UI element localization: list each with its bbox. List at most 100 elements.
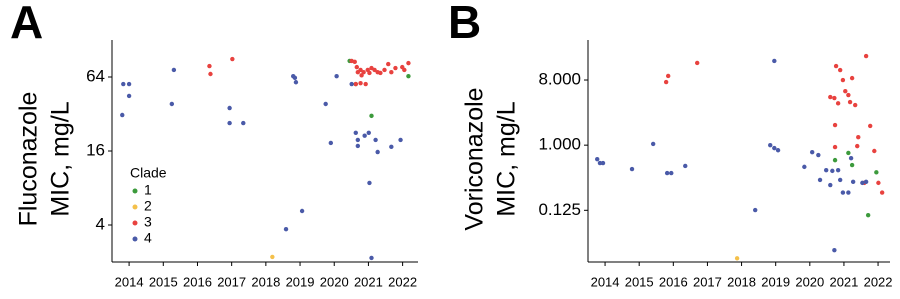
data-point	[171, 67, 177, 73]
data-point	[406, 73, 411, 79]
data-point	[270, 254, 275, 260]
data-point	[879, 190, 885, 195]
x-tick-label: 2022	[864, 274, 893, 289]
data-point	[126, 81, 132, 87]
data-point	[809, 149, 815, 155]
data-point	[227, 120, 232, 126]
data-point	[353, 81, 358, 87]
data-point	[293, 80, 299, 85]
legend-marker	[132, 204, 138, 210]
x-tick-label: 2019	[286, 274, 315, 289]
data-point	[664, 170, 670, 176]
data-point	[772, 145, 777, 151]
data-point	[355, 137, 361, 143]
legend-marker	[132, 236, 138, 242]
y-axis-label: MIC, mg/L	[47, 101, 75, 216]
data-point	[126, 93, 132, 99]
data-point	[768, 142, 773, 148]
data-point	[354, 64, 359, 70]
data-point	[830, 168, 835, 174]
y-axis-label: Voriconazole	[461, 87, 489, 230]
data-point	[366, 130, 371, 136]
data-point	[283, 226, 289, 232]
data-point	[389, 144, 394, 150]
data-point	[352, 59, 357, 65]
data-point	[353, 130, 358, 136]
data-point	[865, 212, 871, 218]
data-point	[849, 75, 855, 81]
legend-title: Clade	[130, 165, 167, 181]
x-tick-label: 2014	[591, 274, 620, 289]
panel-label: B	[448, 0, 481, 48]
x-tick-label: 2018	[251, 274, 280, 289]
data-point	[835, 167, 841, 173]
data-point	[850, 179, 856, 185]
data-point	[828, 182, 833, 188]
data-point	[846, 92, 851, 98]
data-point	[832, 157, 838, 163]
data-point	[367, 180, 372, 186]
x-tick-label: 2016	[659, 274, 688, 289]
data-point	[334, 73, 339, 79]
y-tick-label: 4	[96, 214, 105, 233]
data-point	[874, 170, 879, 175]
data-point	[363, 81, 368, 87]
data-point	[846, 190, 851, 195]
data-point	[299, 208, 305, 214]
data-point	[349, 81, 354, 87]
x-tick-label: 2017	[693, 274, 722, 289]
data-point	[843, 88, 848, 94]
data-point	[629, 166, 635, 172]
data-point	[848, 155, 854, 161]
data-point	[753, 207, 758, 213]
x-tick-label: 2017	[217, 274, 246, 289]
data-point	[369, 255, 374, 261]
x-tick-label: 2015	[149, 274, 178, 289]
legend-label: 1	[144, 182, 152, 198]
data-point	[362, 133, 367, 138]
y-tick-label: 64	[86, 66, 105, 85]
data-point	[292, 75, 298, 81]
data-point	[359, 73, 364, 78]
data-point	[835, 101, 841, 106]
data-point	[856, 134, 861, 140]
data-point	[860, 180, 865, 186]
data-point	[665, 73, 671, 79]
data-point	[868, 123, 873, 129]
x-tick-label: 2018	[727, 274, 756, 289]
data-point	[833, 63, 839, 69]
data-point	[323, 101, 328, 107]
y-axis-label: MIC, mg/L	[493, 101, 521, 216]
data-point	[840, 190, 846, 195]
data-point	[393, 65, 398, 71]
x-tick-label: 2016	[183, 274, 212, 289]
data-point	[207, 63, 212, 69]
data-point	[367, 70, 372, 76]
data-point	[775, 148, 781, 153]
data-point	[406, 60, 411, 66]
panel-label: A	[10, 0, 43, 48]
data-point	[230, 56, 235, 62]
y-tick-label: 0.125	[538, 200, 581, 219]
data-point	[600, 160, 606, 166]
data-point	[823, 167, 829, 173]
data-point	[241, 120, 246, 126]
data-point	[373, 137, 378, 143]
data-point	[849, 162, 855, 168]
y-tick-label: 1.000	[538, 135, 581, 154]
data-point	[852, 102, 858, 108]
legend-label: 3	[144, 214, 152, 230]
y-tick-label: 8.000	[538, 70, 581, 89]
data-point	[355, 143, 361, 149]
x-tick-label: 2020	[795, 274, 824, 289]
data-point	[694, 60, 700, 66]
data-point	[683, 163, 688, 169]
legend-label: 4	[144, 230, 152, 246]
data-point	[772, 58, 777, 64]
data-point	[846, 150, 851, 156]
data-point	[382, 67, 387, 73]
data-point	[863, 179, 869, 185]
x-tick-label: 2022	[388, 274, 417, 289]
data-point	[597, 160, 603, 166]
